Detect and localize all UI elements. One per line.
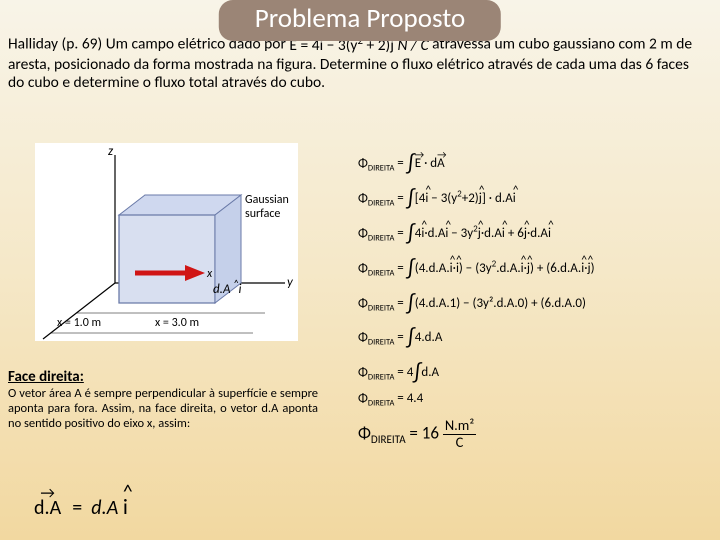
x-axis-label: x [206, 267, 213, 281]
eq-line-3: ΦDIREITA = ∫4i·d.Ai − 3y2j·d.Ai + 6j·d.A… [358, 218, 710, 244]
x1-label: x = 1.0 m [57, 316, 101, 330]
eq-line-6: ΦDIREITA = ∫4.d.A [358, 322, 710, 348]
eq-line-final: ΦDIREITA = 16 N.m²C [358, 418, 710, 451]
gaussian-cube-figure: z y Gaussian surface x d.A ^i x = 1.0 m … [35, 143, 300, 343]
eq-line-2: ΦDIREITA = ∫[4i − 3(y2+2)j] · d.Ai [358, 183, 710, 209]
gaussian-label-1: Gaussian [245, 193, 289, 207]
dA-vector-formula: d.A = d.A i [32, 493, 128, 520]
face-heading: Face direita: [8, 368, 84, 386]
problem-statement: Halliday (p. 69) Um campo elétrico dado … [8, 34, 708, 93]
eq-line-8: ΦDIREITA = 4.4 [358, 392, 710, 409]
title-text: Problema Proposto [255, 2, 465, 35]
eq-line-5: ΦDIREITA = ∫(4.d.A.1) − (3y².d.A.0) + (6… [358, 288, 710, 314]
eq-line-4: ΦDIREITA = ∫(4.d.A.i·i) − (3y2.d.A.i·j) … [358, 253, 710, 279]
face-text: O vetor área A é sempre perpendicular à … [8, 386, 318, 431]
derivation-column: ΦDIREITA = ∫E · dA ΦDIREITA = ∫[4i − 3(y… [358, 148, 710, 460]
eq-line-1: ΦDIREITA = ∫E · dA [358, 148, 710, 174]
x3-label: x = 3.0 m [155, 316, 199, 330]
title-banner: Problema Proposto [219, 0, 501, 41]
gaussian-label-2: surface [245, 207, 280, 221]
eq-line-7: ΦDIREITA = 4∫d.A [358, 357, 710, 383]
z-axis-label: z [108, 144, 114, 159]
